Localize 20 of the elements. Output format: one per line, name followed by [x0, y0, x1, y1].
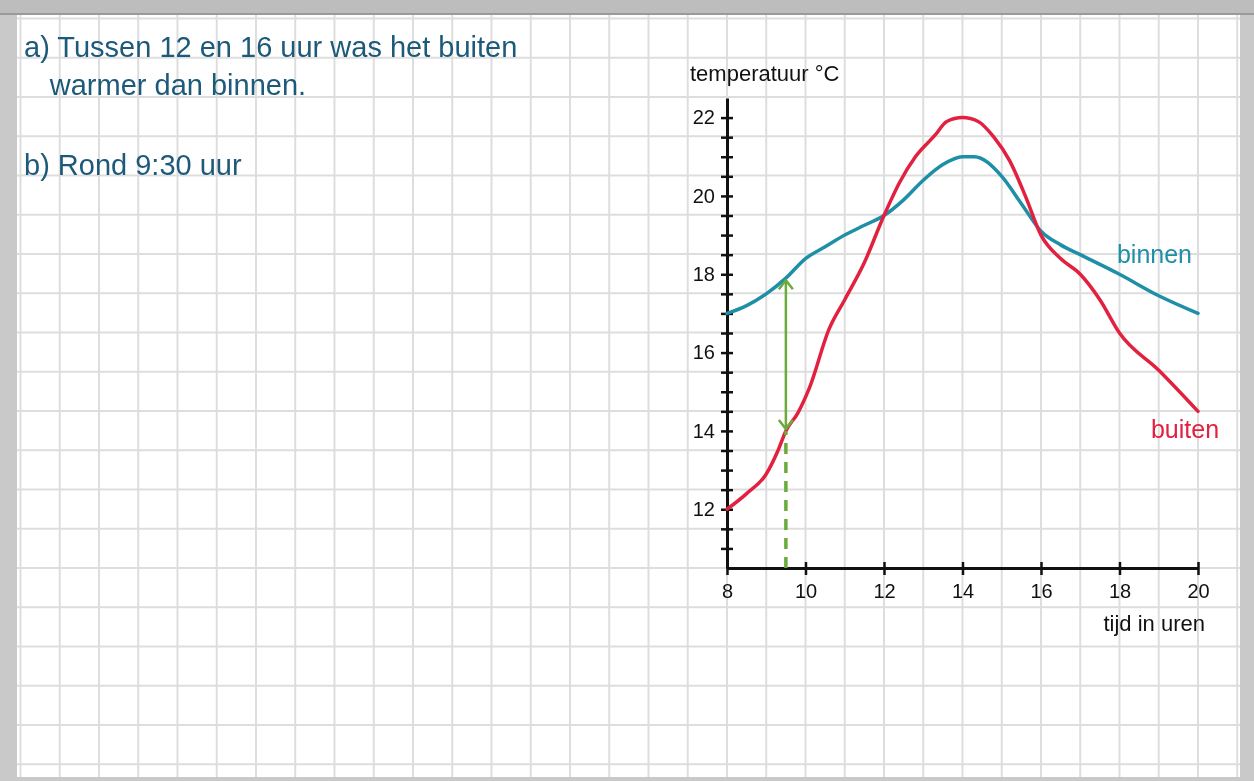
- x-axis-title: tijd in uren: [1103, 611, 1205, 636]
- text: b) Rond 9:30 uur: [24, 149, 242, 181]
- line-series: [725, 155, 1200, 316]
- y-tick-label: 20: [692, 184, 715, 207]
- x-tick-label: 10: [794, 580, 818, 603]
- y-tick-label: 12: [692, 498, 715, 521]
- y-axis-title: temperatuur °C: [690, 61, 840, 86]
- x-tick-label: 14: [951, 580, 975, 603]
- y-tick-label: 16: [692, 341, 715, 364]
- x-tick-label: 12: [873, 580, 896, 603]
- x-tick-label: 18: [1108, 580, 1132, 603]
- series-label: buiten: [1150, 415, 1220, 444]
- y-tick-label: 14: [692, 419, 715, 442]
- text: a) Tussen 12 en 16 uur was het buiten warmer dan binnen.: [24, 31, 518, 101]
- x-tick-label: 20: [1187, 580, 1210, 603]
- series-label: binnen: [1116, 240, 1192, 269]
- y-tick-label: 22: [692, 106, 715, 129]
- y-tick-label: 18: [692, 263, 715, 286]
- x-tick-label: 8: [721, 580, 734, 603]
- x-tick-label: 16: [1030, 580, 1053, 603]
